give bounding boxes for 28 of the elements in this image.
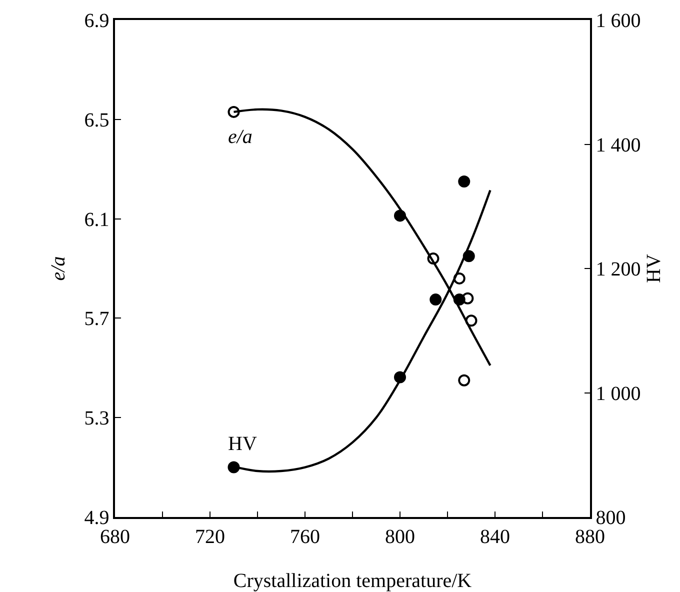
y-tick-label: 6.9 [84,10,110,32]
y2-axis-title: HV [642,254,665,283]
point [465,314,478,327]
x-tick-label: 760 [290,526,320,548]
point [228,106,240,118]
series-label: e/a [228,126,252,148]
y-tick-label: 6.1 [84,208,110,231]
y-axis-title: e/a [48,256,70,281]
y2-tick-label: 1 000 [596,382,641,405]
point [453,294,466,306]
y-tick-label: 6.5 [84,109,110,132]
point [458,374,470,386]
x-tick-label: 840 [480,526,510,548]
point [458,176,470,188]
x-axis-title: Crystallization temperature/K [233,570,472,592]
x-tick-label: 720 [195,526,225,548]
y2-tick-label: 1 200 [596,258,641,280]
y-tick-label: 5.3 [84,408,110,430]
y2-tick-label: 1 600 [596,10,641,32]
y-tick-label: 5.7 [84,308,110,330]
point [427,252,440,265]
series-label: HV [228,433,258,455]
point [394,210,406,222]
y2-tick-label: 1 400 [596,134,641,156]
point [462,292,474,304]
point [453,272,466,284]
x-tick-label: 800 [385,526,415,548]
point [430,294,442,306]
